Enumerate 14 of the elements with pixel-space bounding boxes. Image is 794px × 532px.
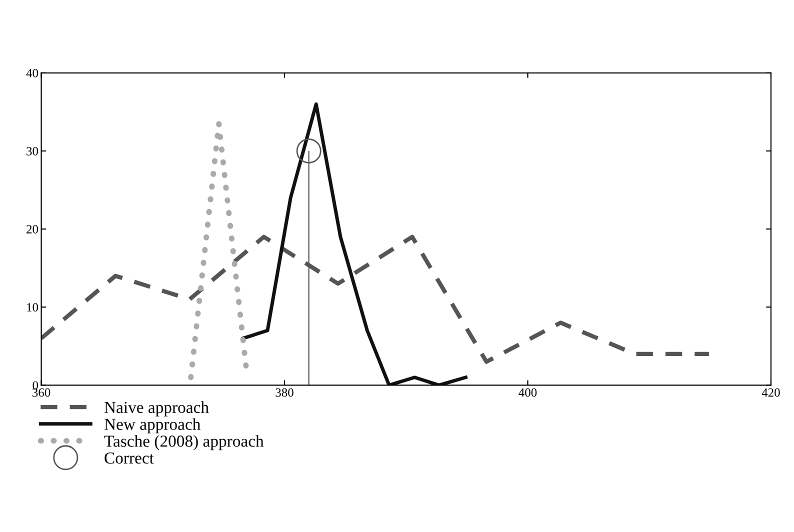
legend-label: Naive approach xyxy=(104,401,209,416)
y-tick-label: 20 xyxy=(26,225,38,234)
y-tick-label: 10 xyxy=(27,303,38,312)
x-tick-label: 420 xyxy=(762,388,780,397)
x-tick-label: 400 xyxy=(518,388,537,397)
legend-label: Tasche (2008) approach xyxy=(104,435,264,450)
y-tick-label: 30 xyxy=(26,146,38,156)
y-tick-label: 0 xyxy=(32,381,38,390)
y-tick-label: 40 xyxy=(26,68,38,78)
legend-label: Correct xyxy=(104,452,154,464)
legend-label: New approach xyxy=(104,418,200,434)
x-tick-label: 360 xyxy=(32,388,50,397)
x-tick-label: 380 xyxy=(276,388,294,397)
line-series xyxy=(241,102,468,386)
